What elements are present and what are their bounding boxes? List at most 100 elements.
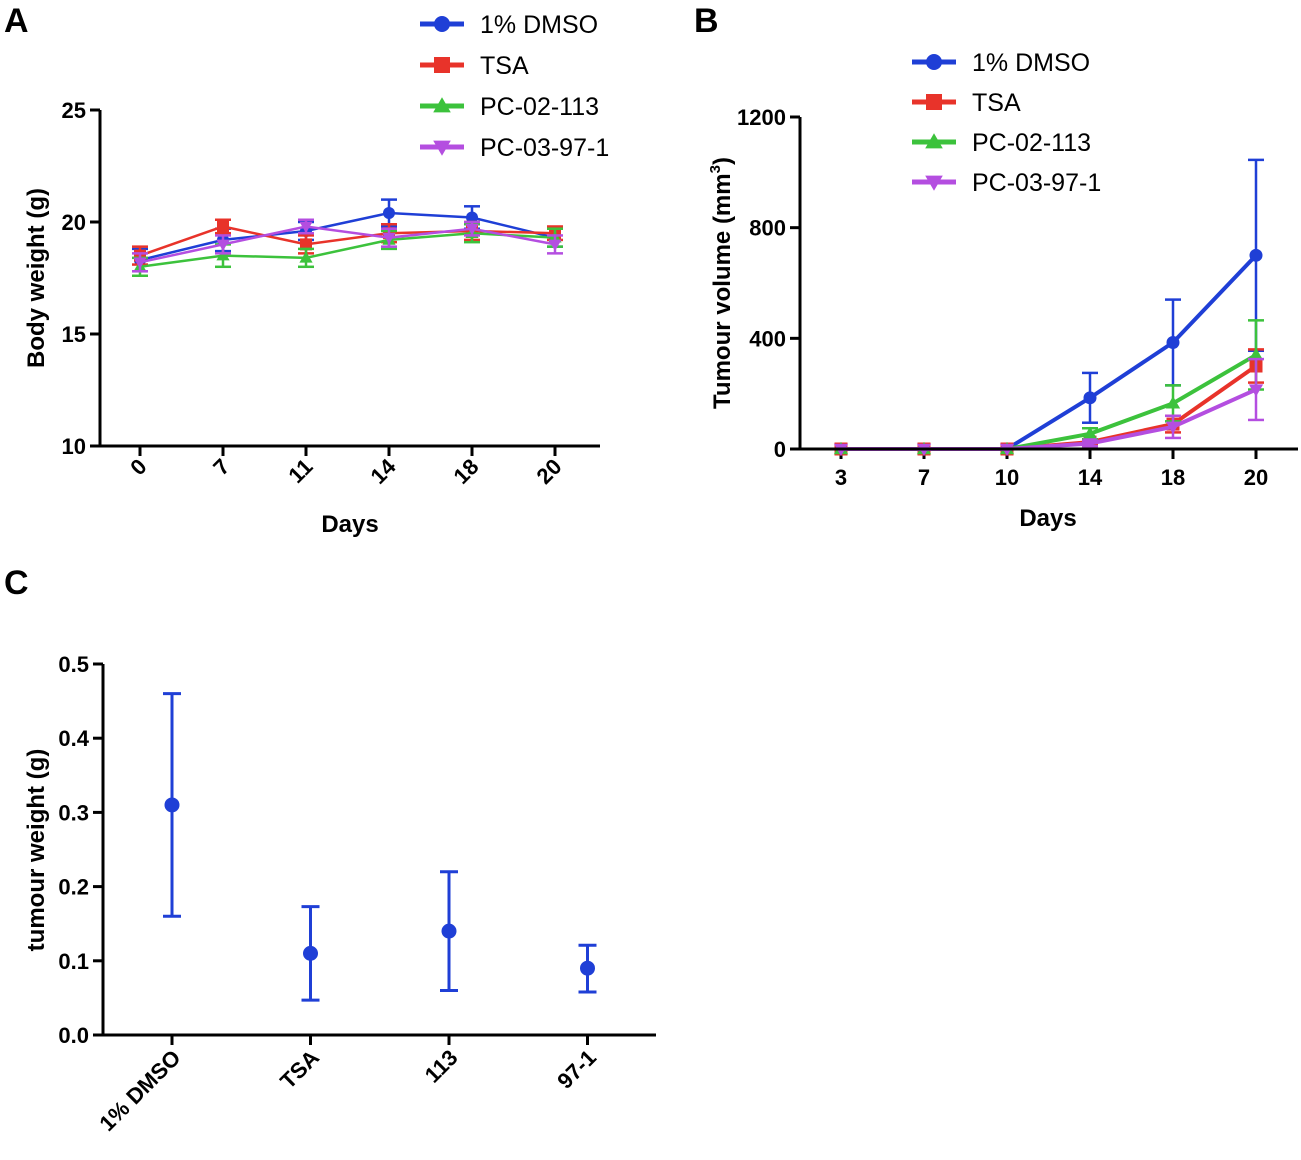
panel-a-data-point (300, 238, 312, 251)
panel-c-y-tick-label: 0.0 (58, 1023, 89, 1048)
panel-b-data-point (1165, 421, 1181, 435)
panel-b-legend-item: PC-03-97-1 (912, 169, 1101, 197)
panel-a-series-pc-03-97-1 (132, 218, 563, 273)
panel-c: C 0.0 0.1 0.2 0.3 0.4 0.5 1% DMSO TSA 113 97-1 tu… (4, 564, 656, 1136)
panel-a-legend-item: PC-03-97-1 (420, 134, 609, 162)
panel-a-legend-marker (433, 97, 451, 113)
panel-a-y-tick-label: 25 (62, 98, 86, 123)
panel-b-legend-item: TSA (912, 89, 1021, 117)
panel-b-x-tick-label: 18 (1161, 465, 1185, 490)
panel-a-legend-marker (434, 16, 450, 32)
panel-b-legend-marker (926, 54, 942, 70)
panel-a-data-point (133, 257, 147, 269)
panel-b-y-tick-label: 800 (749, 216, 786, 241)
panel-b-y-axis-title-close: ) (709, 157, 736, 165)
panel-a-data-point (382, 232, 396, 245)
panel-a-series-line (139, 211, 556, 262)
panel-b-data-point (1165, 396, 1181, 409)
panel-b-data-point (1248, 384, 1264, 397)
panel-a-x-tick-label: 7 (208, 454, 234, 480)
panel-c-plot: 0.0 0.1 0.2 0.3 0.4 0.5 1% DMSO TSA 113 97-1 (58, 652, 601, 1136)
panel-b-y-axis-title-main: Tumour volume (mm (709, 173, 736, 409)
panel-b-y-tick-label: 0 (774, 437, 786, 462)
panel-a-y-tick-label: 10 (62, 434, 86, 459)
panel-b-series-line (841, 364, 1258, 451)
panel-a-legend-label: PC-03-97-1 (480, 134, 609, 162)
panel-a-data-point (466, 211, 478, 224)
panel-a-x-tick-label: 14 (366, 453, 402, 489)
panel-a-legend-label: PC-02-113 (480, 93, 599, 121)
panel-c-data-point (580, 960, 595, 976)
panel-b-legend-marker (926, 94, 942, 110)
panel-a-series-tsa (132, 218, 563, 266)
panel-b-y-axis-title-sup: 3 (707, 165, 724, 173)
panel-b-series-line (841, 353, 1258, 451)
panel-b-legend-label: TSA (972, 89, 1021, 117)
panel-c-x-tick-label: TSA (275, 1045, 324, 1094)
panel-b-legend-label: 1% DMSO (972, 49, 1090, 77)
panel-a-data-point (548, 239, 562, 251)
panel-a-series-line (139, 231, 556, 269)
panel-c-x-tick-label: 97-1 (552, 1045, 601, 1094)
panel-b-y-axis-title: Tumour volume (mm3) (707, 157, 736, 409)
panel-a-legend-marker (433, 140, 451, 156)
panel-b-data-point (1082, 438, 1098, 451)
panel-a-legend-label: 1% DMSO (480, 11, 598, 39)
panel-b-x-tick-label: 7 (918, 465, 930, 490)
panel-a: A 10 15 20 25 0 7 11 14 18 20 Days Body weight (g… (4, 2, 609, 538)
panel-b-legend: 1% DMSO TSA PC-02-113 PC-03-97-1 (912, 49, 1101, 197)
panel-a-x-tick-label: 20 (532, 454, 567, 489)
panel-c-y-tick-label: 0.5 (58, 652, 89, 677)
panel-b-data-point (1248, 347, 1264, 361)
panel-a-legend-item: TSA (420, 52, 529, 80)
panel-a-data-point (465, 223, 479, 236)
panel-a-data-point (216, 249, 230, 261)
panel-a-legend-item: 1% DMSO (420, 11, 598, 39)
panel-c-label: C (4, 564, 29, 602)
panel-b-series-pc-02-113 (833, 319, 1264, 455)
panel-a-data-point (383, 207, 395, 220)
panel-b: B 0 400 800 1200 3 7 10 14 18 20 Days Tumour volu… (694, 2, 1298, 532)
panel-a-x-tick-label: 0 (125, 454, 151, 480)
panel-b-legend-item: PC-02-113 (912, 129, 1091, 157)
panel-c-y-tick-label: 0.3 (58, 800, 89, 825)
panel-b-data-point (1082, 426, 1098, 439)
panel-b-y-tick-label: 400 (749, 326, 786, 351)
panel-a-legend-marker (434, 57, 450, 73)
panel-b-legend-label: PC-03-97-1 (972, 169, 1101, 197)
panel-b-data-point (1166, 335, 1180, 349)
panel-b-x-tick-label: 20 (1244, 465, 1268, 490)
panel-a-legend: 1% DMSO TSA PC-02-113 PC-03-97-1 (420, 11, 609, 162)
panel-a-data-point (299, 251, 313, 263)
panel-b-series-line (841, 253, 1258, 451)
panel-a-data-point (216, 239, 230, 251)
panel-c-data-point (303, 945, 318, 961)
panel-b-legend-marker (925, 175, 943, 191)
panel-b-x-axis-title: Days (1019, 505, 1076, 532)
panel-a-legend-label: TSA (480, 52, 529, 80)
panel-c-data-point (164, 797, 180, 813)
panel-a-x-axis-title: Days (321, 511, 378, 538)
panel-b-legend-label: PC-02-113 (972, 129, 1091, 157)
panel-a-y-tick-label: 20 (62, 210, 86, 235)
panel-b-data-point (1083, 391, 1097, 405)
panel-a-series-line (139, 225, 556, 264)
panel-b-label: B (694, 2, 719, 40)
panel-a-y-tick-label: 15 (62, 322, 86, 347)
panel-a-legend-item: PC-02-113 (420, 93, 599, 121)
panel-b-x-tick-label: 10 (995, 465, 1019, 490)
panel-b-x-tick-label: 14 (1078, 465, 1103, 490)
panel-a-label: A (4, 2, 29, 40)
panel-b-legend-marker (925, 133, 943, 149)
panel-a-y-axis-title: Body weight (g) (23, 188, 50, 368)
panel-a-x-tick-label: 11 (283, 454, 317, 488)
panel-b-series-1-dmso (834, 158, 1264, 456)
panel-c-y-tick-label: 0.2 (58, 875, 89, 900)
panel-c-y-axis-title: tumour weight (g) (23, 749, 50, 952)
panel-c-x-tick-label: 1% DMSO (94, 1045, 185, 1136)
panel-b-data-point (1249, 248, 1263, 262)
panel-b-y-tick-label: 1200 (737, 105, 786, 130)
panel-c-data-point (441, 923, 457, 939)
panel-b-legend-item: 1% DMSO (912, 49, 1090, 77)
